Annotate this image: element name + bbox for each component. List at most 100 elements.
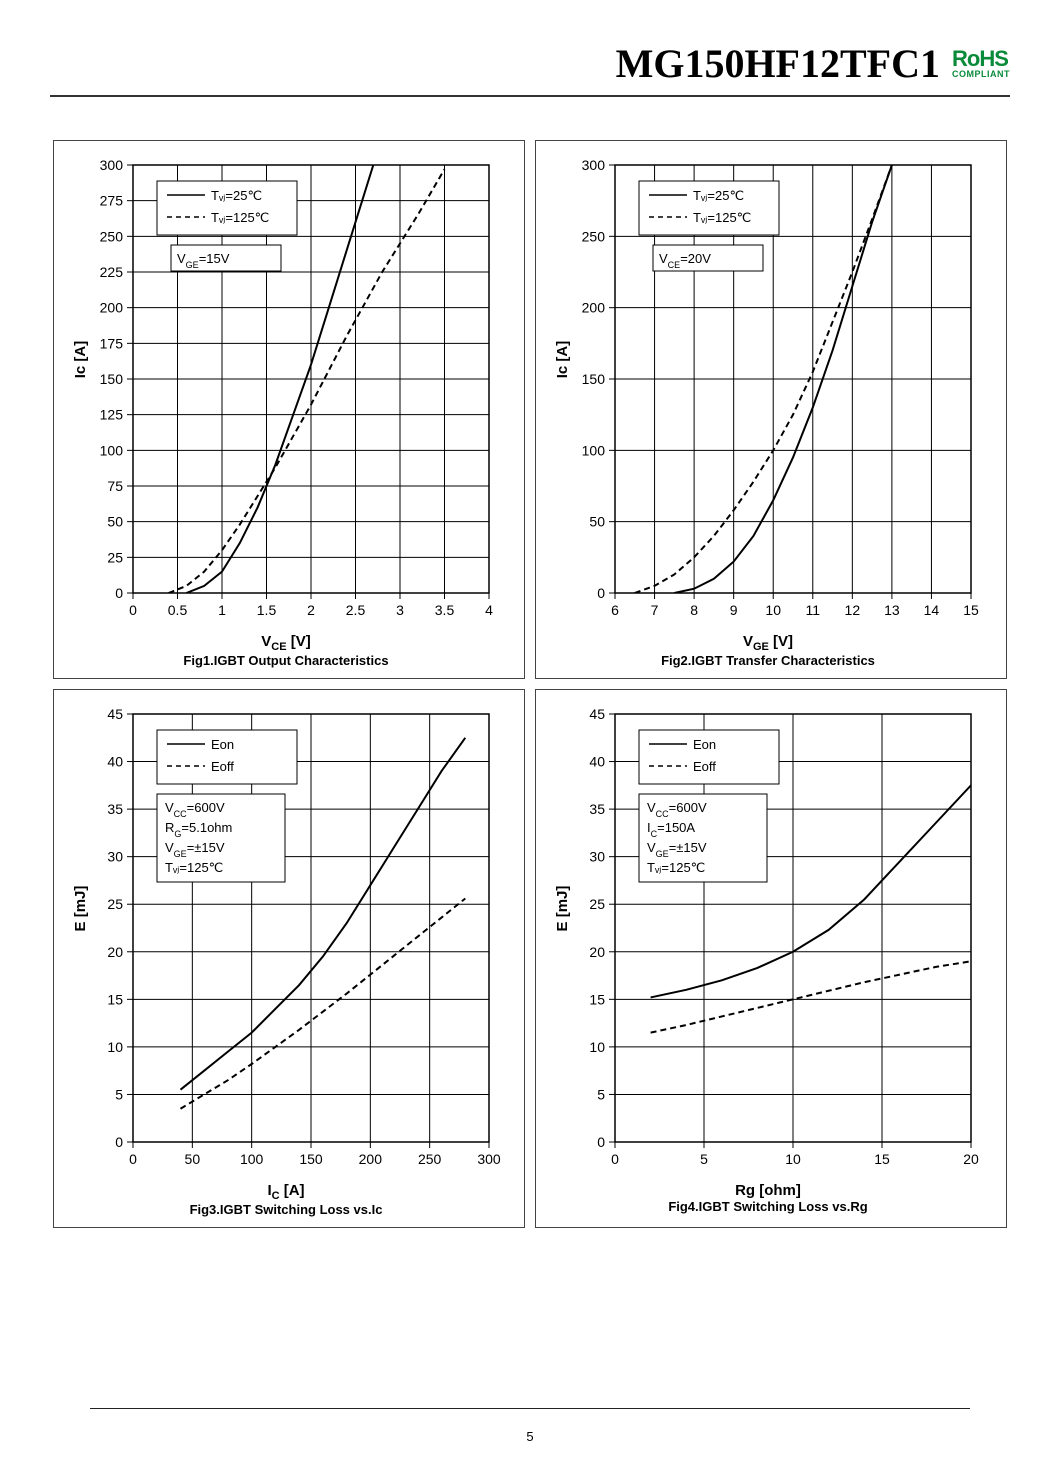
svg-text:250: 250 — [582, 228, 606, 244]
svg-text:14: 14 — [924, 602, 940, 618]
svg-text:Tᵥⱼ=125℃: Tᵥⱼ=125℃ — [165, 860, 223, 875]
svg-text:Tᵥⱼ=25℃: Tᵥⱼ=25℃ — [211, 188, 262, 203]
svg-text:25: 25 — [107, 896, 123, 912]
svg-text:3.5: 3.5 — [435, 602, 455, 618]
svg-text:Eoff: Eoff — [211, 759, 234, 774]
svg-text:35: 35 — [589, 801, 605, 817]
svg-text:0: 0 — [115, 1134, 123, 1150]
svg-text:100: 100 — [100, 442, 124, 458]
svg-text:75: 75 — [107, 478, 123, 494]
svg-text:250: 250 — [100, 228, 124, 244]
svg-text:40: 40 — [589, 754, 605, 770]
svg-text:2.5: 2.5 — [346, 602, 366, 618]
svg-text:Ic [A]: Ic [A] — [72, 341, 89, 379]
svg-text:250: 250 — [418, 1151, 442, 1167]
svg-text:20: 20 — [107, 944, 123, 960]
page-header: MG150HF12TFC1 RoHS COMPLIANT — [50, 40, 1010, 97]
svg-text:Tᵥⱼ=125℃: Tᵥⱼ=125℃ — [693, 210, 751, 225]
svg-text:50: 50 — [185, 1151, 201, 1167]
svg-text:300: 300 — [477, 1151, 501, 1167]
fig1-xlabel: VCE [V] — [261, 633, 310, 653]
svg-text:Eon: Eon — [211, 737, 234, 752]
svg-text:2: 2 — [307, 602, 315, 618]
svg-text:25: 25 — [107, 549, 123, 565]
svg-text:Tᵥⱼ=125℃: Tᵥⱼ=125℃ — [211, 210, 269, 225]
svg-text:300: 300 — [100, 157, 124, 173]
svg-text:125: 125 — [100, 407, 124, 423]
svg-text:10: 10 — [765, 602, 781, 618]
svg-text:200: 200 — [359, 1151, 383, 1167]
svg-text:9: 9 — [730, 602, 738, 618]
fig3-caption: Fig3.IGBT Switching Loss vs.Ic — [190, 1202, 383, 1217]
svg-text:150: 150 — [299, 1151, 323, 1167]
svg-text:30: 30 — [589, 849, 605, 865]
fig4-chart: 05101520051015202530354045E [mJ]EonEoffV… — [553, 700, 983, 1180]
fig2-caption: Fig2.IGBT Transfer Characteristics — [661, 653, 875, 668]
fig4-panel: 05101520051015202530354045E [mJ]EonEoffV… — [535, 689, 1007, 1228]
svg-text:25: 25 — [589, 896, 605, 912]
svg-text:45: 45 — [589, 706, 605, 722]
svg-text:50: 50 — [589, 514, 605, 530]
fig4-caption: Fig4.IGBT Switching Loss vs.Rg — [668, 1199, 867, 1214]
fig2-panel: 6789101112131415050100150200250300Ic [A]… — [535, 140, 1007, 679]
svg-text:Tᵥⱼ=125℃: Tᵥⱼ=125℃ — [647, 860, 705, 875]
svg-text:40: 40 — [107, 754, 123, 770]
svg-text:275: 275 — [100, 193, 124, 209]
svg-text:35: 35 — [107, 801, 123, 817]
svg-text:1: 1 — [218, 602, 226, 618]
page-number: 5 — [526, 1429, 533, 1444]
svg-text:11: 11 — [806, 602, 821, 618]
svg-text:20: 20 — [589, 944, 605, 960]
svg-text:10: 10 — [785, 1151, 801, 1167]
fig1-chart: 00.511.522.533.5402550751001251501752002… — [71, 151, 501, 631]
svg-text:Tᵥⱼ=25℃: Tᵥⱼ=25℃ — [693, 188, 744, 203]
svg-text:Ic [A]: Ic [A] — [554, 341, 571, 379]
svg-text:Eoff: Eoff — [693, 759, 716, 774]
rohs-badge: RoHS COMPLIANT — [952, 48, 1010, 79]
fig1-caption: Fig1.IGBT Output Characteristics — [183, 653, 388, 668]
svg-text:8: 8 — [690, 602, 698, 618]
svg-text:12: 12 — [845, 602, 861, 618]
svg-text:0.5: 0.5 — [168, 602, 188, 618]
svg-text:3: 3 — [396, 602, 404, 618]
svg-text:300: 300 — [582, 157, 606, 173]
fig2-chart: 6789101112131415050100150200250300Ic [A]… — [553, 151, 983, 631]
charts-grid: 00.511.522.533.5402550751001251501752002… — [53, 140, 1007, 1228]
svg-text:4: 4 — [485, 602, 493, 618]
svg-text:1.5: 1.5 — [257, 602, 277, 618]
svg-text:E [mJ]: E [mJ] — [554, 886, 571, 932]
fig1-panel: 00.511.522.533.5402550751001251501752002… — [53, 140, 525, 679]
svg-text:15: 15 — [963, 602, 979, 618]
svg-text:30: 30 — [107, 849, 123, 865]
svg-text:7: 7 — [651, 602, 659, 618]
svg-text:15: 15 — [107, 991, 123, 1007]
svg-text:200: 200 — [100, 300, 124, 316]
svg-text:15: 15 — [874, 1151, 890, 1167]
svg-text:0: 0 — [597, 585, 605, 601]
svg-text:15: 15 — [589, 991, 605, 1007]
fig3-xlabel: IC [A] — [267, 1182, 304, 1202]
svg-text:E [mJ]: E [mJ] — [72, 886, 89, 932]
svg-text:20: 20 — [963, 1151, 979, 1167]
svg-text:Eon: Eon — [693, 737, 716, 752]
svg-text:5: 5 — [597, 1086, 605, 1102]
footer-rule — [90, 1408, 970, 1409]
fig4-xlabel: Rg [ohm] — [735, 1182, 801, 1199]
svg-text:150: 150 — [100, 371, 124, 387]
svg-text:200: 200 — [582, 300, 606, 316]
part-number: MG150HF12TFC1 — [616, 40, 940, 87]
svg-text:100: 100 — [240, 1151, 264, 1167]
svg-text:150: 150 — [582, 371, 606, 387]
rohs-bot: COMPLIANT — [952, 70, 1010, 79]
svg-text:225: 225 — [100, 264, 124, 280]
svg-text:45: 45 — [107, 706, 123, 722]
svg-text:175: 175 — [100, 335, 124, 351]
svg-text:10: 10 — [589, 1039, 605, 1055]
svg-text:0: 0 — [611, 1151, 619, 1167]
svg-text:0: 0 — [129, 1151, 137, 1167]
svg-text:13: 13 — [884, 602, 900, 618]
svg-text:10: 10 — [107, 1039, 123, 1055]
svg-text:50: 50 — [107, 514, 123, 530]
svg-text:6: 6 — [611, 602, 619, 618]
fig2-xlabel: VGE [V] — [743, 633, 793, 653]
